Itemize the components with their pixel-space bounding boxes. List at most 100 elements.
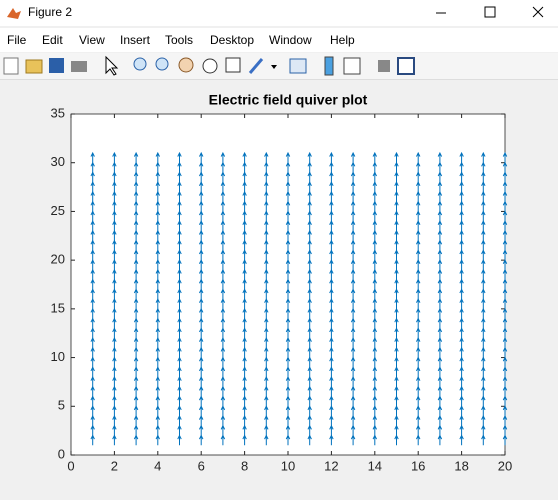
print-button[interactable]: [71, 61, 87, 72]
arrow: [502, 405, 508, 417]
arrow: [372, 346, 377, 358]
arrow: [459, 210, 464, 222]
open-button[interactable]: [25, 59, 43, 74]
arrow: [155, 336, 160, 348]
arrow: [502, 395, 508, 407]
legend-button[interactable]: [343, 57, 361, 75]
arrow: [242, 210, 247, 222]
maximize[interactable]: [484, 6, 496, 18]
arrow: [133, 414, 139, 426]
new-button[interactable]: [3, 57, 19, 75]
arrow: [285, 327, 291, 339]
menu-item[interactable]: Desktop: [210, 33, 255, 47]
arrow: [459, 405, 464, 417]
zoom-in-button[interactable]: [133, 57, 147, 71]
save-button[interactable]: [49, 58, 64, 73]
arrow: [220, 210, 226, 222]
arrow: [437, 258, 443, 270]
arrow: [177, 327, 182, 339]
arrow: [372, 336, 377, 348]
arrow: [264, 278, 269, 290]
pan-button[interactable]: [178, 57, 194, 73]
arrow: [242, 278, 247, 290]
arrow: [394, 258, 399, 270]
arrow: [350, 151, 356, 163]
hide-tools-button[interactable]: [378, 60, 390, 72]
arrow: [329, 190, 334, 202]
menu-item[interactable]: Help: [330, 33, 355, 47]
arrow: [394, 200, 399, 212]
arrow: [307, 258, 312, 270]
arrow: [90, 258, 95, 270]
arrow: [394, 210, 399, 222]
pointer-button[interactable]: [105, 55, 119, 76]
arrow: [350, 346, 356, 358]
arrow: [329, 327, 334, 339]
arrow: [372, 395, 377, 407]
colorbar-button[interactable]: [324, 56, 334, 76]
arrow: [199, 278, 204, 290]
x-tick-label: 12: [324, 458, 338, 473]
data-cursor-button[interactable]: [225, 57, 241, 73]
menu-item[interactable]: View: [79, 33, 105, 47]
menu-item[interactable]: Edit: [42, 33, 63, 47]
arrow: [459, 161, 464, 173]
arrow: [481, 161, 486, 173]
arrow: [437, 190, 443, 202]
arrow: [502, 210, 508, 222]
menu-item[interactable]: Tools: [165, 33, 194, 47]
dock-button[interactable]: [397, 57, 415, 75]
arrow: [155, 395, 160, 407]
arrow: [437, 161, 443, 173]
arrow: [285, 346, 291, 358]
arrow: [112, 336, 117, 348]
arrow: [350, 414, 356, 426]
arrow: [90, 278, 95, 290]
menu-item[interactable]: Insert: [120, 33, 151, 47]
arrow: [329, 161, 334, 173]
brush-menu[interactable]: [271, 65, 277, 69]
arrow: [459, 327, 464, 339]
arrow: [242, 405, 247, 417]
arrow: [416, 346, 421, 358]
arrow: [416, 395, 421, 407]
arrow: [350, 336, 356, 348]
arrow: [177, 395, 182, 407]
arrow: [459, 190, 464, 202]
arrow: [112, 161, 117, 173]
arrow: [502, 200, 508, 212]
arrow: [155, 190, 160, 202]
link-button[interactable]: [289, 58, 307, 74]
zoom-out-button[interactable]: [155, 57, 169, 71]
arrow: [112, 210, 117, 222]
arrow: [372, 327, 377, 339]
arrow: [112, 200, 117, 212]
arrow: [502, 414, 508, 426]
arrow: [133, 161, 139, 173]
arrow: [350, 190, 356, 202]
arrow: [220, 151, 226, 163]
arrow: [112, 395, 117, 407]
menu-item[interactable]: File: [7, 33, 27, 47]
rotate-button[interactable]: [202, 58, 218, 74]
arrow: [372, 190, 377, 202]
arrow: [329, 268, 334, 280]
arrow: [264, 161, 269, 173]
arrow: [329, 414, 334, 426]
menu-item[interactable]: Window: [269, 33, 312, 47]
arrow: [394, 278, 399, 290]
arrow: [502, 336, 508, 348]
arrow: [199, 346, 204, 358]
arrow: [242, 151, 247, 163]
arrow: [372, 414, 377, 426]
arrow: [350, 258, 356, 270]
arrow: [481, 151, 486, 163]
arrow: [177, 268, 182, 280]
close[interactable]: [532, 6, 544, 18]
x-tick-label: 10: [281, 458, 295, 473]
arrow: [242, 190, 247, 202]
arrow: [416, 336, 421, 348]
brush-button[interactable]: [248, 58, 264, 74]
window-controls[interactable]: [418, 0, 558, 26]
arrow: [155, 200, 160, 212]
